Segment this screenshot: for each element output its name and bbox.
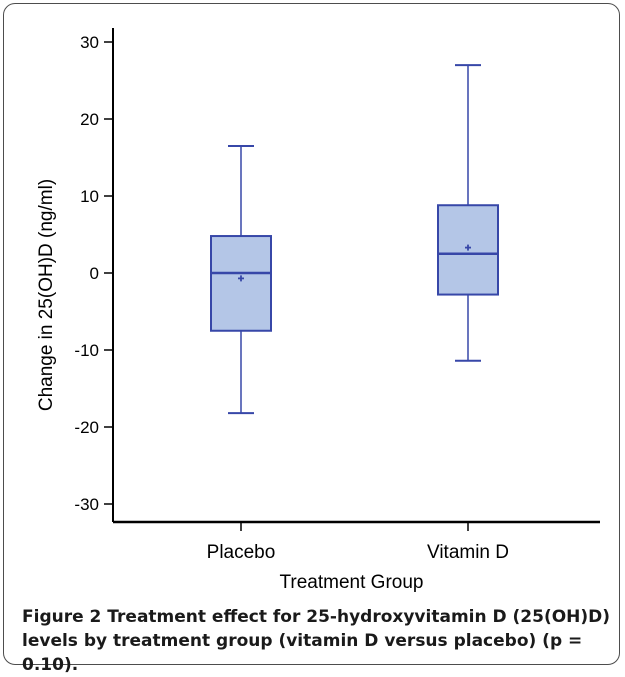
y-tick-label: -10	[74, 341, 99, 360]
x-axis-label: Treatment Group	[280, 572, 424, 593]
y-tick-label: -30	[74, 495, 99, 514]
y-tick-label: -20	[74, 418, 99, 437]
y-tick-label: 0	[90, 264, 99, 283]
x-tick-label: Placebo	[207, 542, 276, 563]
figure-label: Figure 2	[22, 607, 102, 627]
y-tick-label: 30	[80, 33, 99, 52]
y-tick-label: 20	[80, 110, 99, 129]
iqr-box	[210, 235, 272, 332]
y-tick-label: 10	[80, 187, 99, 206]
box-vitamin-d	[437, 64, 499, 362]
y-axis: -30 -20 -10 0 10 20 30	[74, 28, 114, 522]
x-tick-label: Vitamin D	[427, 542, 509, 563]
figure-caption-text: Treatment effect for 25-hydroxyvitamin D…	[22, 607, 611, 675]
figure-frame	[3, 3, 620, 665]
figure-caption: Figure 2 Treatment effect for 25-hydroxy…	[22, 605, 612, 677]
x-axis: Placebo Vitamin D	[113, 520, 600, 563]
y-axis-label: Change in 25(OH)D (ng/ml)	[36, 179, 57, 411]
boxes	[210, 64, 499, 415]
box-placebo	[210, 144, 272, 415]
iqr-box	[437, 204, 499, 296]
box-plot: -30 -20 -10 0 10 20 30 Placebo Vitamin D Change…	[36, 28, 600, 593]
